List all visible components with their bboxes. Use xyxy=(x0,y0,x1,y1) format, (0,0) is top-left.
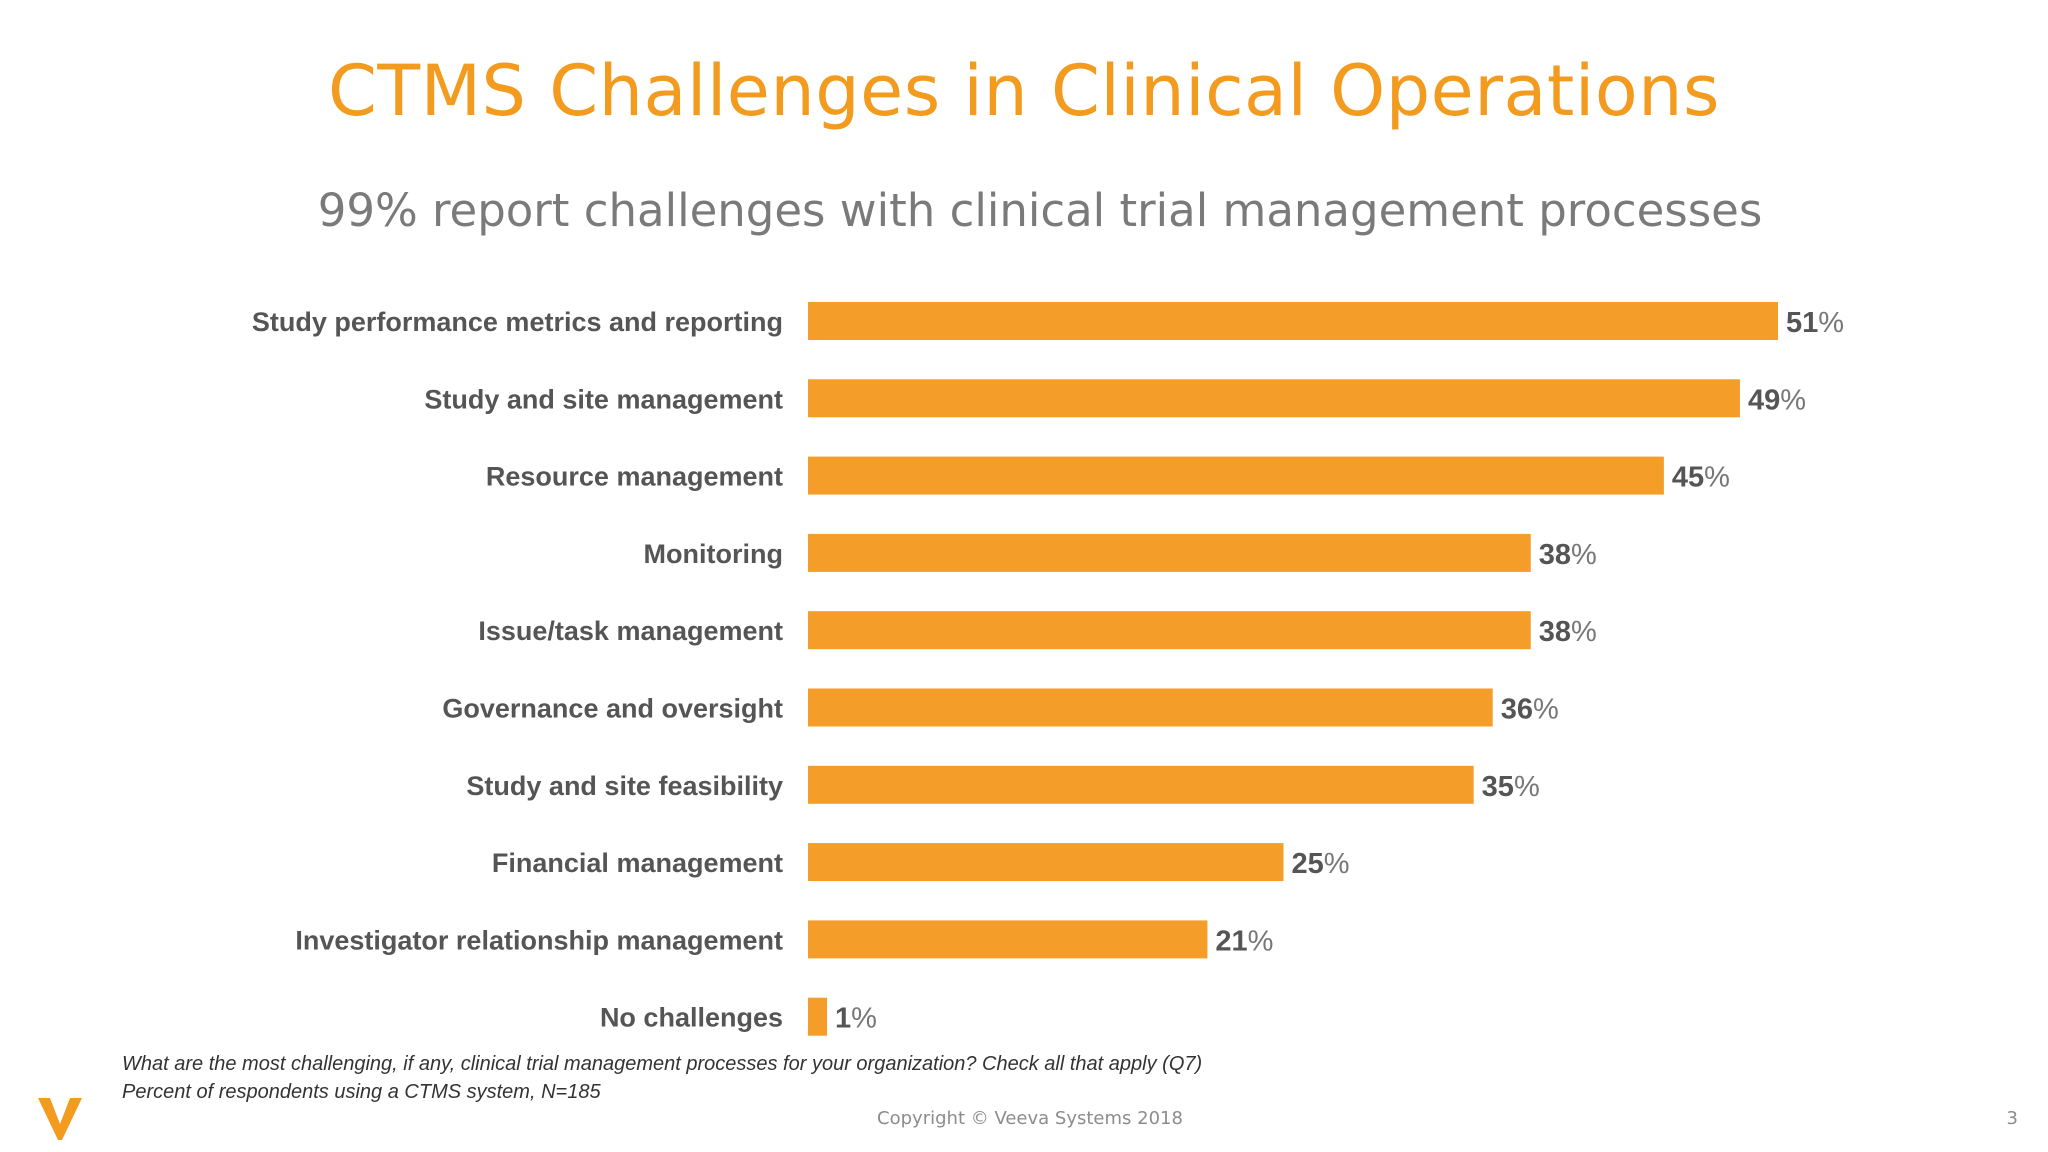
bar xyxy=(808,843,1284,882)
data-label: 49% xyxy=(1748,384,1806,416)
bar xyxy=(808,920,1208,959)
category-label: Study and site management xyxy=(424,384,783,414)
footnote-question: What are the most challenging, if any, c… xyxy=(122,1053,1203,1075)
footnote-sample: Percent of respondents using a CTMS syst… xyxy=(122,1081,601,1103)
footnote: What are the most challenging, if any, c… xyxy=(122,1050,1202,1106)
bar xyxy=(808,997,828,1036)
page-number: 3 xyxy=(2006,1108,2018,1129)
bar xyxy=(808,533,1531,572)
category-label: Issue/task management xyxy=(478,616,783,646)
data-label: 45% xyxy=(1672,462,1730,494)
data-label: 1% xyxy=(835,1003,877,1035)
veeva-v-logo-icon xyxy=(38,1098,82,1140)
category-label: Monitoring xyxy=(644,539,783,569)
bar-chart: Study performance metrics and reporting 5… xyxy=(252,302,1844,1036)
page-title: CTMS Challenges in Clinical Operations xyxy=(328,50,1720,132)
category-label: Governance and oversight xyxy=(442,694,783,724)
bar xyxy=(808,302,1778,340)
bar xyxy=(808,765,1474,804)
data-label: 38% xyxy=(1539,616,1597,648)
data-label: 21% xyxy=(1215,925,1273,957)
category-label: No challenges xyxy=(600,1003,783,1033)
bar xyxy=(808,688,1493,727)
copyright-text: Copyright © Veeva Systems 2018 xyxy=(877,1108,1183,1129)
category-label: Resource management xyxy=(486,462,783,492)
category-label: Study performance metrics and reporting xyxy=(252,307,783,337)
data-label: 36% xyxy=(1501,694,1559,726)
data-label: 51% xyxy=(1786,307,1844,339)
data-label: 35% xyxy=(1482,771,1540,803)
category-label: Investigator relationship management xyxy=(295,925,783,955)
data-label: 38% xyxy=(1539,539,1597,571)
bar xyxy=(808,611,1531,650)
bar xyxy=(808,379,1740,418)
data-label: 25% xyxy=(1291,848,1349,880)
bar xyxy=(808,456,1664,495)
category-label: Study and site feasibility xyxy=(466,771,783,801)
page-subtitle: 99% report challenges with clinical tria… xyxy=(317,184,1763,237)
category-label: Financial management xyxy=(492,848,783,878)
